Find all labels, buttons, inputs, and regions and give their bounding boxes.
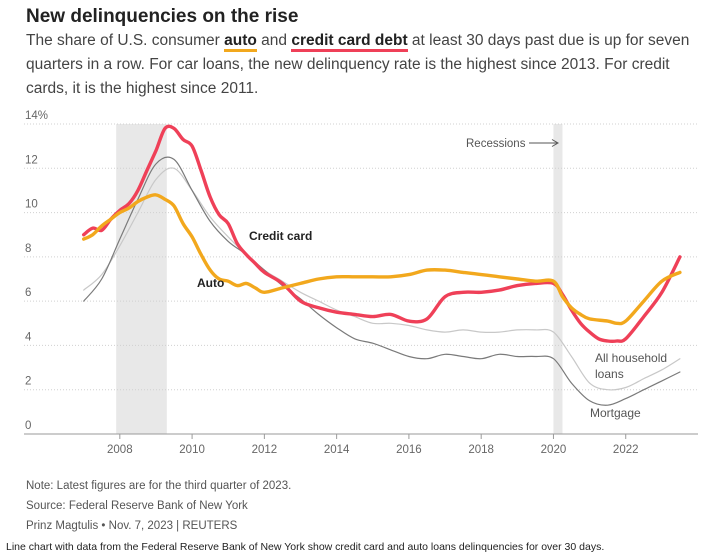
x-tick-label: 2022 [613,444,639,456]
x-tick-label: 2020 [541,444,567,456]
footer-note: Note: Latest figures are for the third q… [26,480,292,492]
x-tick-label: 2010 [179,444,205,456]
x-axis-ticks: 2008 2010 2012 2014 2016 2018 2020 2022 [107,434,639,456]
footer-credit: Prinz Magtulis • Nov. 7, 2023 | REUTERS [26,520,238,532]
y-tick-label: 6 [25,287,31,299]
series-line-all-household [83,167,681,391]
y-tick-label: 12 [25,154,38,166]
label-auto: Auto [197,276,224,290]
y-axis-ticks: 0 2 4 6 8 10 12 14% [25,110,48,432]
chart-title: New delinquencies on the rise [26,6,299,27]
y-tick-label: 2 [25,376,31,388]
subtitle-keyword-auto: auto [224,32,257,52]
footer-source: Source: Federal Reserve Bank of New York [26,500,248,512]
gridlines [24,123,698,435]
y-tick-label: 8 [25,243,31,255]
x-tick-label: 2014 [324,444,350,456]
series-labels: Credit card Auto All household loans Mor… [197,138,667,420]
series-line-credit-card [82,124,682,343]
line-chart: 0 2 4 6 8 10 12 14% 2008 2010 2012 2014 2016 2018 202… [24,110,698,456]
series-lines [82,124,682,406]
recessions-arrow-icon [529,139,559,147]
label-all-household-line2: loans [595,367,624,381]
subtitle-part-3: at least 30 days past due is up for seve… [26,32,690,97]
figure-caption: Line chart with data from the Federal Re… [6,541,605,553]
y-tick-label: 4 [25,331,32,343]
y-tick-label: 14% [25,110,48,122]
subtitle-part-2: and [256,32,292,49]
x-tick-label: 2008 [107,444,133,456]
series-line-auto [82,193,682,326]
x-tick-label: 2016 [396,444,422,456]
label-mortgage: Mortgage [590,406,641,420]
chart-subtitle: The share of U.S. consumer auto and cred… [26,29,706,101]
y-tick-label: 0 [25,420,31,432]
recession-bands [116,124,563,434]
recession-band-1 [553,124,563,434]
subtitle-keyword-credit-card: credit card debt [291,32,408,52]
y-tick-label: 10 [25,199,38,211]
x-tick-label: 2018 [468,444,494,456]
recessions-label: Recessions [466,138,526,150]
label-all-household-line1: All household [595,351,667,365]
subtitle-part-1: The share of U.S. consumer [26,32,225,49]
series-line-mortgage [83,156,681,406]
recession-band-0 [116,124,167,434]
x-tick-label: 2012 [252,444,278,456]
label-credit-card: Credit card [249,229,312,243]
